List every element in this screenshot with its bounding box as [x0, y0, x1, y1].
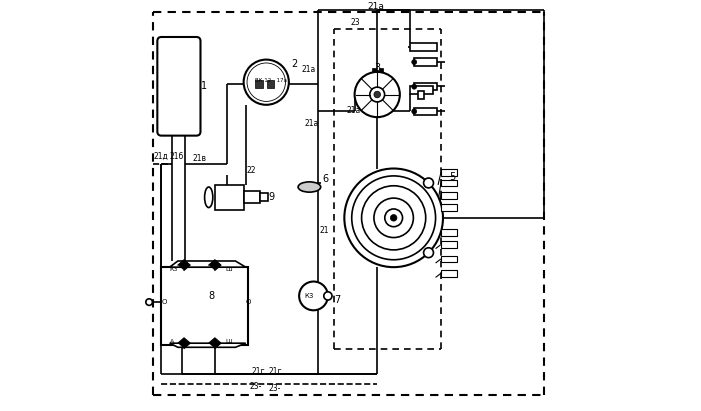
Circle shape: [247, 63, 285, 102]
Text: А: А: [170, 339, 174, 344]
Text: К3: К3: [305, 293, 314, 299]
Text: Ш: Ш: [225, 339, 232, 344]
Bar: [441, 241, 457, 248]
Text: 2: 2: [291, 59, 297, 69]
Text: 21г: 21г: [252, 367, 266, 376]
Text: Ш: Ш: [225, 267, 232, 272]
Text: 21а: 21а: [367, 2, 384, 11]
Text: 23: 23: [350, 18, 360, 27]
Text: 23-: 23-: [268, 384, 280, 393]
Bar: [244, 191, 260, 203]
Circle shape: [168, 120, 175, 127]
Polygon shape: [178, 338, 190, 349]
Circle shape: [374, 198, 414, 238]
Bar: [379, 68, 383, 72]
Bar: [215, 185, 244, 210]
Circle shape: [362, 186, 426, 250]
Circle shape: [423, 178, 433, 188]
Text: 21а: 21а: [301, 65, 315, 74]
Text: 21б: 21б: [170, 152, 184, 161]
Text: 21а: 21а: [304, 119, 319, 128]
Text: 21д: 21д: [154, 152, 168, 161]
Text: К3: К3: [170, 267, 178, 272]
Bar: [441, 192, 457, 199]
Polygon shape: [170, 261, 245, 267]
Bar: [410, 43, 437, 51]
Circle shape: [411, 84, 416, 89]
Text: 21а: 21а: [346, 106, 360, 115]
Bar: [418, 91, 425, 99]
Circle shape: [181, 37, 189, 45]
Text: ВК 12   17а: ВК 12 17а: [255, 78, 287, 83]
Circle shape: [423, 248, 433, 258]
FancyBboxPatch shape: [157, 37, 200, 136]
Bar: [372, 68, 376, 72]
Circle shape: [146, 299, 152, 305]
Text: 22: 22: [247, 166, 257, 175]
Circle shape: [168, 37, 176, 45]
Text: 6: 6: [322, 174, 329, 184]
Text: 23-: 23-: [250, 382, 262, 391]
Bar: [414, 58, 437, 66]
Bar: [414, 83, 437, 90]
Circle shape: [299, 282, 328, 310]
Bar: [441, 229, 457, 236]
Circle shape: [355, 72, 400, 117]
Circle shape: [352, 176, 435, 260]
Text: 7: 7: [334, 295, 340, 305]
Bar: [410, 86, 433, 94]
Bar: [441, 204, 457, 211]
Bar: [441, 270, 457, 277]
Polygon shape: [178, 260, 190, 270]
Circle shape: [324, 292, 332, 300]
Polygon shape: [209, 260, 221, 270]
Circle shape: [182, 120, 189, 127]
Circle shape: [344, 169, 443, 267]
Bar: [441, 256, 457, 262]
Text: 8: 8: [209, 291, 215, 301]
Bar: [414, 108, 437, 115]
Polygon shape: [209, 338, 221, 349]
Text: 21г: 21г: [268, 367, 282, 376]
Bar: [161, 267, 247, 345]
Text: 9: 9: [268, 192, 274, 202]
Text: О: О: [161, 299, 167, 305]
Bar: [441, 180, 457, 186]
Text: 5: 5: [449, 172, 456, 182]
Circle shape: [390, 215, 397, 221]
Bar: [267, 80, 275, 88]
Circle shape: [244, 60, 289, 105]
Text: 21: 21: [320, 226, 329, 235]
Circle shape: [411, 60, 416, 65]
Circle shape: [370, 87, 385, 102]
Ellipse shape: [298, 182, 320, 192]
Bar: [441, 169, 457, 176]
Text: 1: 1: [200, 81, 207, 91]
Polygon shape: [170, 343, 245, 347]
Ellipse shape: [205, 187, 213, 208]
Text: 21в: 21в: [192, 154, 206, 163]
Circle shape: [411, 109, 416, 114]
Text: О: О: [245, 299, 251, 305]
Bar: [255, 80, 263, 88]
Circle shape: [385, 209, 402, 227]
Circle shape: [374, 91, 381, 98]
Bar: [260, 193, 268, 201]
Text: 3: 3: [374, 63, 380, 73]
